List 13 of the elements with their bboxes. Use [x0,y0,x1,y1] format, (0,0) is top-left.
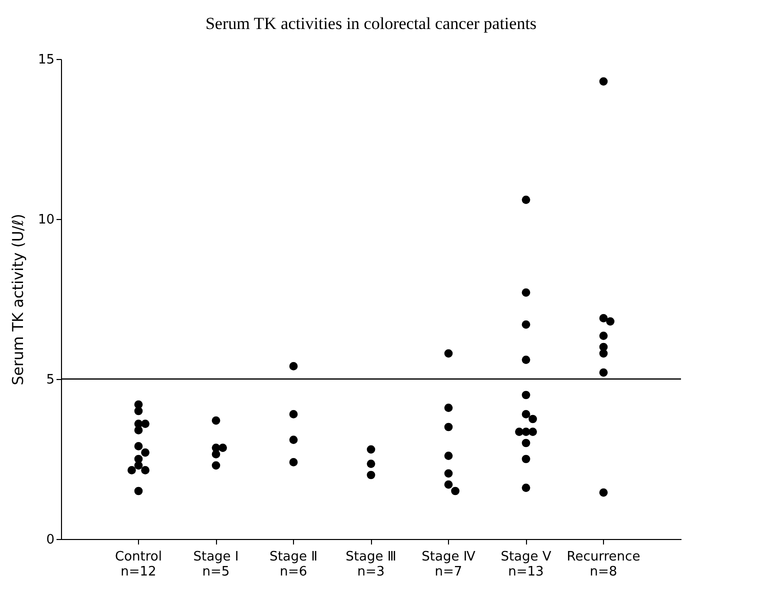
x-tick-label: Control n=12 [115,550,162,580]
x-tick-label: Stage Ⅴ n=13 [500,550,552,580]
x-tick-label: Stage Ⅳ n=7 [422,550,476,580]
y-tick-label: 15 [38,52,54,68]
y-tick-label: 0 [46,532,54,548]
y-tick-label: 5 [46,372,54,388]
y-tick-label: 10 [38,212,54,228]
x-tick-label: Stage Ⅰ n=5 [193,550,239,580]
x-tick-label: Recurrence n=8 [566,550,640,580]
x-tick-label: Stage Ⅱ n=6 [269,550,318,580]
chart-title: Serum TK activities in colorectal cancer patients [205,14,537,33]
y-axis-title: Serum TK activity (U/ℓ) [8,214,27,386]
x-tick-label: Stage Ⅲ n=3 [346,550,396,580]
